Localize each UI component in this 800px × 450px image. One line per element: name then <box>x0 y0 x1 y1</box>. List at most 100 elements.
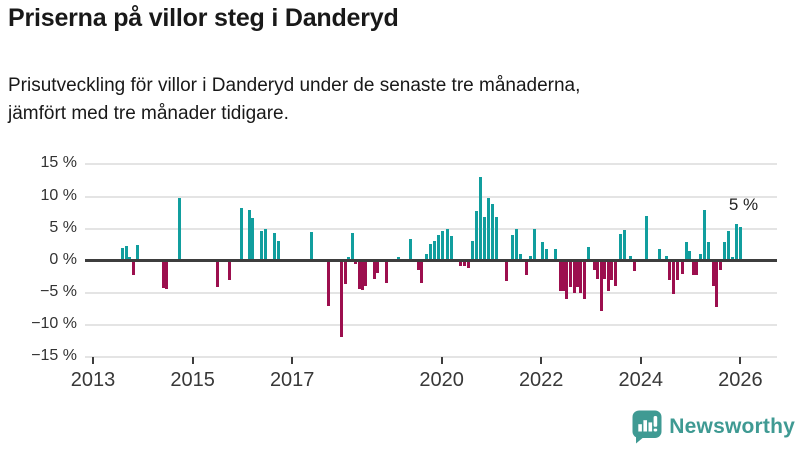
bar <box>599 262 603 312</box>
bar <box>364 262 368 287</box>
bar <box>691 262 695 276</box>
bar <box>667 262 671 280</box>
bar <box>723 242 727 261</box>
bar <box>684 242 688 261</box>
bar <box>524 262 528 275</box>
bar <box>511 235 515 261</box>
bar <box>128 257 132 261</box>
bar <box>739 227 743 261</box>
y-axis-label: −10 % <box>31 314 77 332</box>
bar <box>562 262 566 291</box>
y-axis-label: −15 % <box>31 347 77 364</box>
bar <box>606 262 610 291</box>
x-axis-label: 2013 <box>70 369 116 391</box>
bar <box>569 262 573 287</box>
bar <box>309 232 313 261</box>
gridline <box>85 323 777 326</box>
bar <box>633 262 637 271</box>
bar <box>613 262 617 286</box>
bar <box>576 262 580 287</box>
bar <box>553 248 557 261</box>
bar <box>446 229 450 261</box>
bar <box>264 229 268 261</box>
bar <box>120 247 124 261</box>
bar <box>240 208 244 261</box>
gridline <box>85 291 777 294</box>
bar <box>479 177 483 261</box>
newsworthy-brand-text: Newsworthy <box>669 415 795 438</box>
bar <box>440 230 444 261</box>
bar <box>490 204 494 261</box>
bar <box>623 229 627 261</box>
bar <box>671 262 675 295</box>
newsworthy-logo[interactable]: Newsworthy <box>632 410 795 444</box>
x-axis-tick <box>291 357 294 364</box>
bar <box>347 256 351 261</box>
bar <box>664 255 668 261</box>
bar <box>466 262 470 269</box>
bar <box>436 235 440 261</box>
bar <box>565 262 569 299</box>
bar <box>326 262 330 307</box>
bar <box>487 197 491 261</box>
bar <box>582 262 586 299</box>
bar <box>572 262 576 293</box>
y-axis-label: 10 % <box>40 186 77 204</box>
bar <box>699 254 703 261</box>
bar <box>250 217 254 261</box>
x-axis-tick <box>639 357 642 364</box>
bar <box>361 262 365 290</box>
x-axis-label: 2017 <box>269 369 315 391</box>
bar <box>161 262 165 288</box>
chart-title: Priserna på villor steg i Danderyd <box>8 4 399 32</box>
last-value-annotation: 5 % <box>728 194 759 214</box>
x-axis-tick <box>739 357 742 364</box>
bar <box>533 229 537 261</box>
bar <box>586 247 590 261</box>
bar <box>714 262 718 307</box>
bar <box>432 240 436 261</box>
bar <box>579 262 583 293</box>
bar <box>136 245 140 261</box>
bar <box>727 230 731 261</box>
bar <box>707 242 711 261</box>
bar <box>227 262 231 280</box>
chart-subtitle: Prisutveckling för villor i Danderyd und… <box>8 75 581 124</box>
x-axis-label: 2015 <box>170 369 215 391</box>
bar <box>688 251 692 261</box>
gridline <box>85 356 777 358</box>
bar <box>384 262 388 283</box>
bar <box>735 224 739 261</box>
bar <box>558 262 562 291</box>
bar <box>483 217 487 261</box>
bar <box>731 256 735 261</box>
x-axis-label: 2024 <box>618 369 664 391</box>
bar <box>628 255 632 261</box>
bar <box>657 248 661 261</box>
bar <box>340 262 343 338</box>
bar <box>276 240 280 261</box>
bar <box>471 241 475 261</box>
bar <box>619 233 623 261</box>
y-axis-label: −5 % <box>40 282 77 300</box>
gridline <box>85 195 777 198</box>
bar <box>680 262 684 274</box>
y-axis-label: 15 % <box>40 154 77 172</box>
bar <box>529 255 533 261</box>
bar <box>644 216 648 261</box>
bar <box>603 262 607 280</box>
y-axis-label: 5 % <box>49 218 77 236</box>
bar <box>372 262 376 280</box>
bar <box>417 262 421 271</box>
bar <box>425 254 429 261</box>
y-axis-label: 0 % <box>49 250 77 268</box>
bar <box>343 262 347 284</box>
x-axis-tick <box>92 357 94 364</box>
bar <box>541 242 545 261</box>
bar <box>462 262 466 267</box>
bar <box>132 262 136 275</box>
x-axis-label: 2022 <box>518 369 564 391</box>
bar <box>247 209 251 261</box>
bar <box>354 262 358 264</box>
